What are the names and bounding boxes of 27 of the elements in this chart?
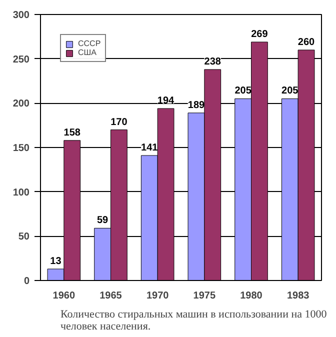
data-label: 141 xyxy=(141,142,158,154)
data-label: 158 xyxy=(64,127,81,138)
text: Количество стиральных машин в использовании на 1000 человек населения. xyxy=(60,308,328,332)
y-tick-label: 300 xyxy=(12,10,30,21)
data-label: 170 xyxy=(110,116,128,128)
y-tick-label: 50 xyxy=(18,232,30,243)
y-tick-label: 150 xyxy=(12,143,30,154)
data-label: 238 xyxy=(204,56,222,68)
x-tick-label: 1970 xyxy=(146,290,170,302)
x-tick-label: 1975 xyxy=(193,290,216,302)
data-label: 205 xyxy=(234,86,252,97)
data-label: 59 xyxy=(96,215,109,226)
y-tick-label: 250 xyxy=(12,54,30,66)
legend-label: СССР xyxy=(78,39,101,48)
x-tick-label: 1983 xyxy=(286,290,310,302)
data-label: 269 xyxy=(251,28,268,40)
data-label: 205 xyxy=(282,86,299,97)
y-tick-label: 200 xyxy=(12,98,30,110)
x-tick-label: 1980 xyxy=(240,290,263,302)
data-label: 13 xyxy=(50,256,62,267)
y-tick-label: 100 xyxy=(12,187,30,198)
data-label: 260 xyxy=(298,36,316,48)
legend-label: США xyxy=(78,48,98,57)
x-tick-label: 1960 xyxy=(52,290,76,302)
x-tick-label: 1965 xyxy=(100,290,122,302)
y-tick-label: 0 xyxy=(24,276,30,287)
data-label: 194 xyxy=(157,95,175,106)
